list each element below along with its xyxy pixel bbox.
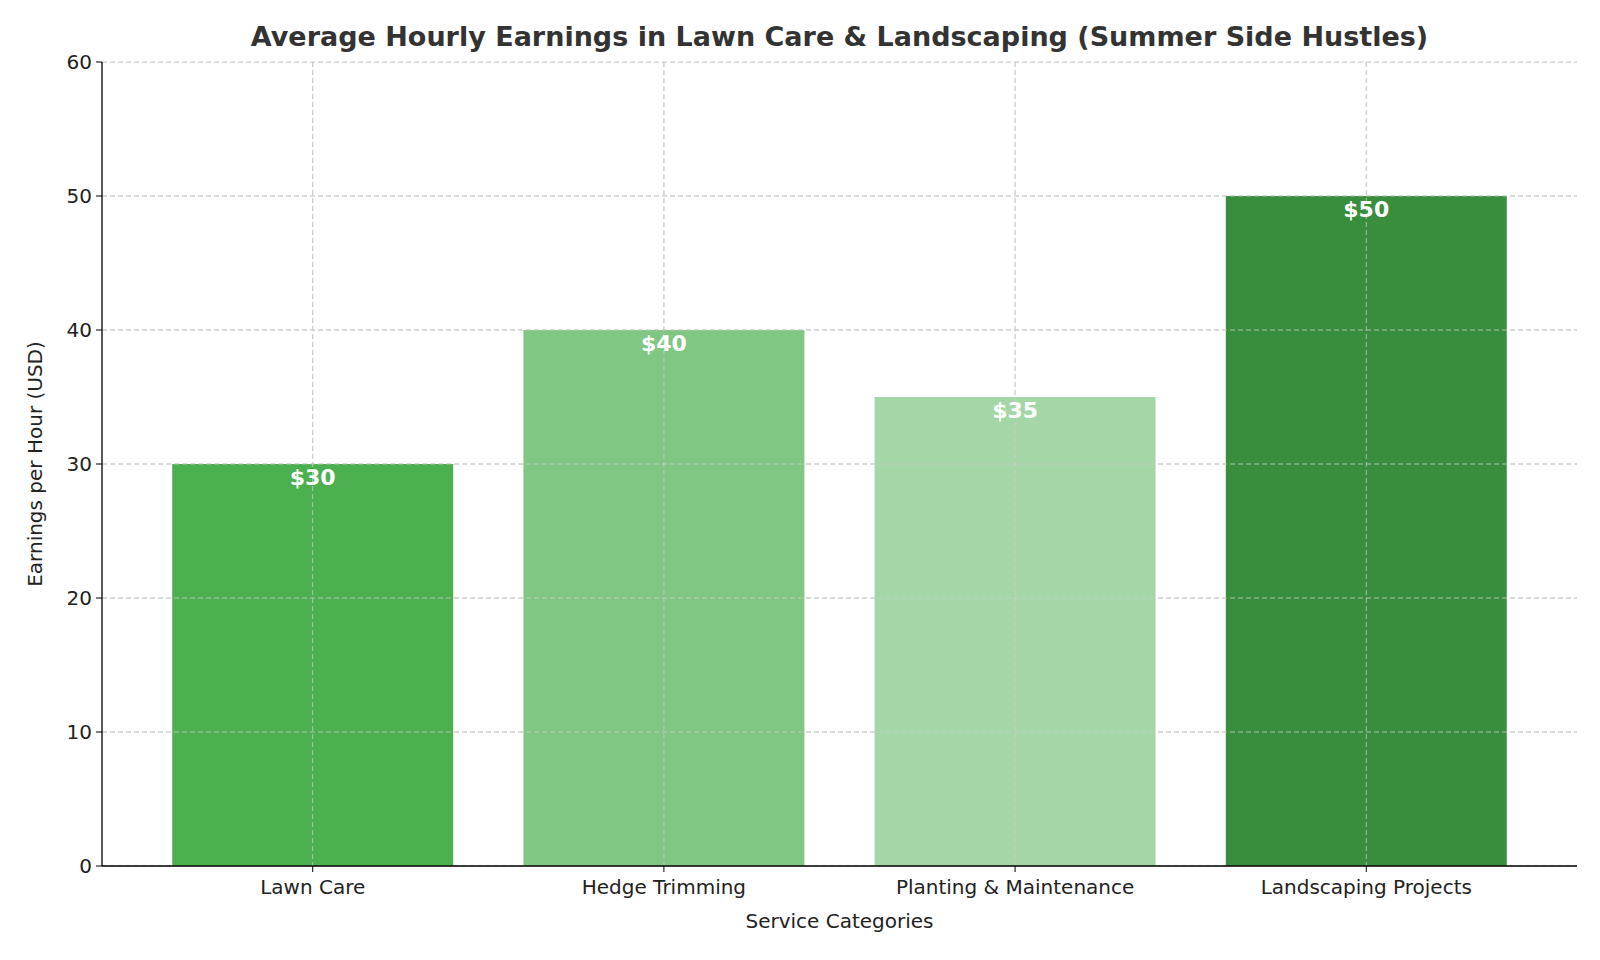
x-tick xyxy=(312,866,313,872)
y-tick-label: 30 xyxy=(67,452,92,476)
y-grid-line xyxy=(102,62,1577,63)
data-label: $30 xyxy=(290,465,336,490)
x-tick xyxy=(1366,866,1367,872)
x-tick xyxy=(1015,866,1016,872)
x-tick-label: Hedge Trimming xyxy=(582,875,746,899)
title: Average Hourly Earnings in Lawn Care & L… xyxy=(251,21,1428,52)
x-tick-label: Lawn Care xyxy=(260,875,365,899)
y-tick-label: 60 xyxy=(67,50,92,74)
y-tick xyxy=(96,330,102,331)
y-grid-line xyxy=(102,62,1577,63)
data-label: $50 xyxy=(1343,197,1389,222)
y-tick-label: 20 xyxy=(67,586,92,610)
chart-svg: $30 $40 $35 $50 0 10 20 30 40 50 60 Lawn Care Hedge … xyxy=(0,0,1600,960)
y-tick xyxy=(96,866,102,867)
y-grid-line xyxy=(102,732,1577,733)
x-axis xyxy=(102,865,1577,866)
bars xyxy=(102,62,1577,866)
x-tick-label: Planting & Maintenance xyxy=(896,875,1134,899)
chart-container: $30 $40 $35 $50 0 10 20 30 40 50 60 Lawn Care Hedge … xyxy=(0,0,1600,960)
y-tick xyxy=(96,62,102,63)
y-grid-line xyxy=(102,866,1577,867)
x-axis-label: Service Categories xyxy=(745,909,933,933)
y-tick xyxy=(96,464,102,465)
data-label: $35 xyxy=(992,398,1038,423)
x-tick xyxy=(663,866,664,872)
y-tick-label: 0 xyxy=(79,854,92,878)
y-tick-label: 50 xyxy=(67,184,92,208)
y-grid-line xyxy=(102,330,1577,331)
y-tick-label: 10 xyxy=(67,720,92,744)
y-tick-label: 40 xyxy=(67,318,92,342)
data-label: $40 xyxy=(641,331,687,356)
y-tick xyxy=(96,598,102,599)
y-grid-line xyxy=(102,598,1577,599)
y-tick xyxy=(96,732,102,733)
y-grid-line xyxy=(102,866,1577,867)
y-tick xyxy=(96,196,102,197)
y-axis-label: Earnings per Hour (USD) xyxy=(23,341,47,587)
x-tick-label: Landscaping Projects xyxy=(1261,875,1472,899)
